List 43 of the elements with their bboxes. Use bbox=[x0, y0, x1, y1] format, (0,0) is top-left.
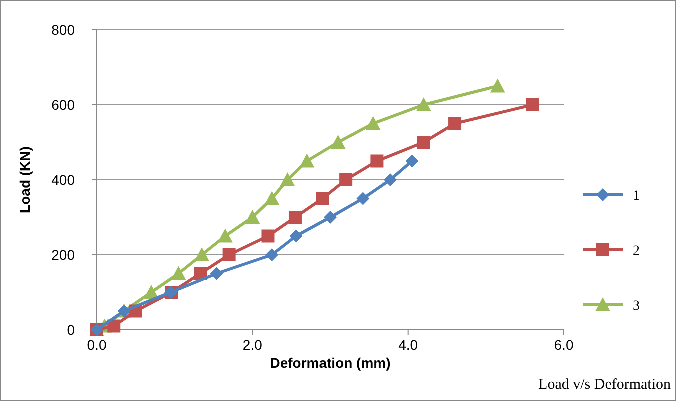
point bbox=[526, 98, 540, 112]
point bbox=[417, 136, 430, 149]
y-tick-label: 0 bbox=[67, 322, 76, 338]
point bbox=[218, 228, 233, 243]
point bbox=[416, 98, 432, 112]
point bbox=[324, 211, 337, 224]
point bbox=[108, 320, 121, 333]
y-tick-label: 400 bbox=[52, 172, 76, 188]
y-tick-label: 600 bbox=[52, 96, 76, 113]
point bbox=[210, 267, 224, 280]
point bbox=[366, 116, 381, 130]
y-axis-title: Load (KN) bbox=[17, 146, 33, 214]
point bbox=[280, 172, 296, 186]
point bbox=[290, 230, 303, 243]
point bbox=[330, 135, 346, 149]
point bbox=[264, 191, 280, 206]
point bbox=[490, 78, 506, 93]
x-axis-title: Deformation (mm) bbox=[270, 355, 391, 371]
point bbox=[222, 248, 236, 262]
legend-label: 2 bbox=[633, 244, 640, 259]
legend-label: 1 bbox=[633, 188, 640, 204]
point bbox=[316, 192, 330, 206]
x-tick-label: 6.0 bbox=[554, 337, 574, 353]
x-tick-label: 2.0 bbox=[242, 337, 263, 353]
point bbox=[370, 154, 384, 168]
point bbox=[262, 230, 275, 243]
text: Load v/s Deformation bbox=[538, 377, 672, 393]
y-tick-label: 800 bbox=[52, 22, 76, 38]
point bbox=[340, 174, 353, 186]
x-tick-label: 0.0 bbox=[87, 337, 107, 353]
point bbox=[384, 174, 397, 186]
point bbox=[266, 248, 279, 262]
x-tick-label: 4.0 bbox=[398, 337, 418, 353]
legend-label: 3 bbox=[633, 298, 640, 314]
point bbox=[300, 154, 315, 168]
point bbox=[288, 211, 302, 224]
point bbox=[245, 210, 260, 224]
point bbox=[171, 266, 186, 280]
point bbox=[194, 248, 210, 262]
point bbox=[406, 154, 419, 168]
y-tick-label: 200 bbox=[52, 246, 76, 263]
point bbox=[356, 192, 370, 206]
point bbox=[448, 117, 462, 130]
